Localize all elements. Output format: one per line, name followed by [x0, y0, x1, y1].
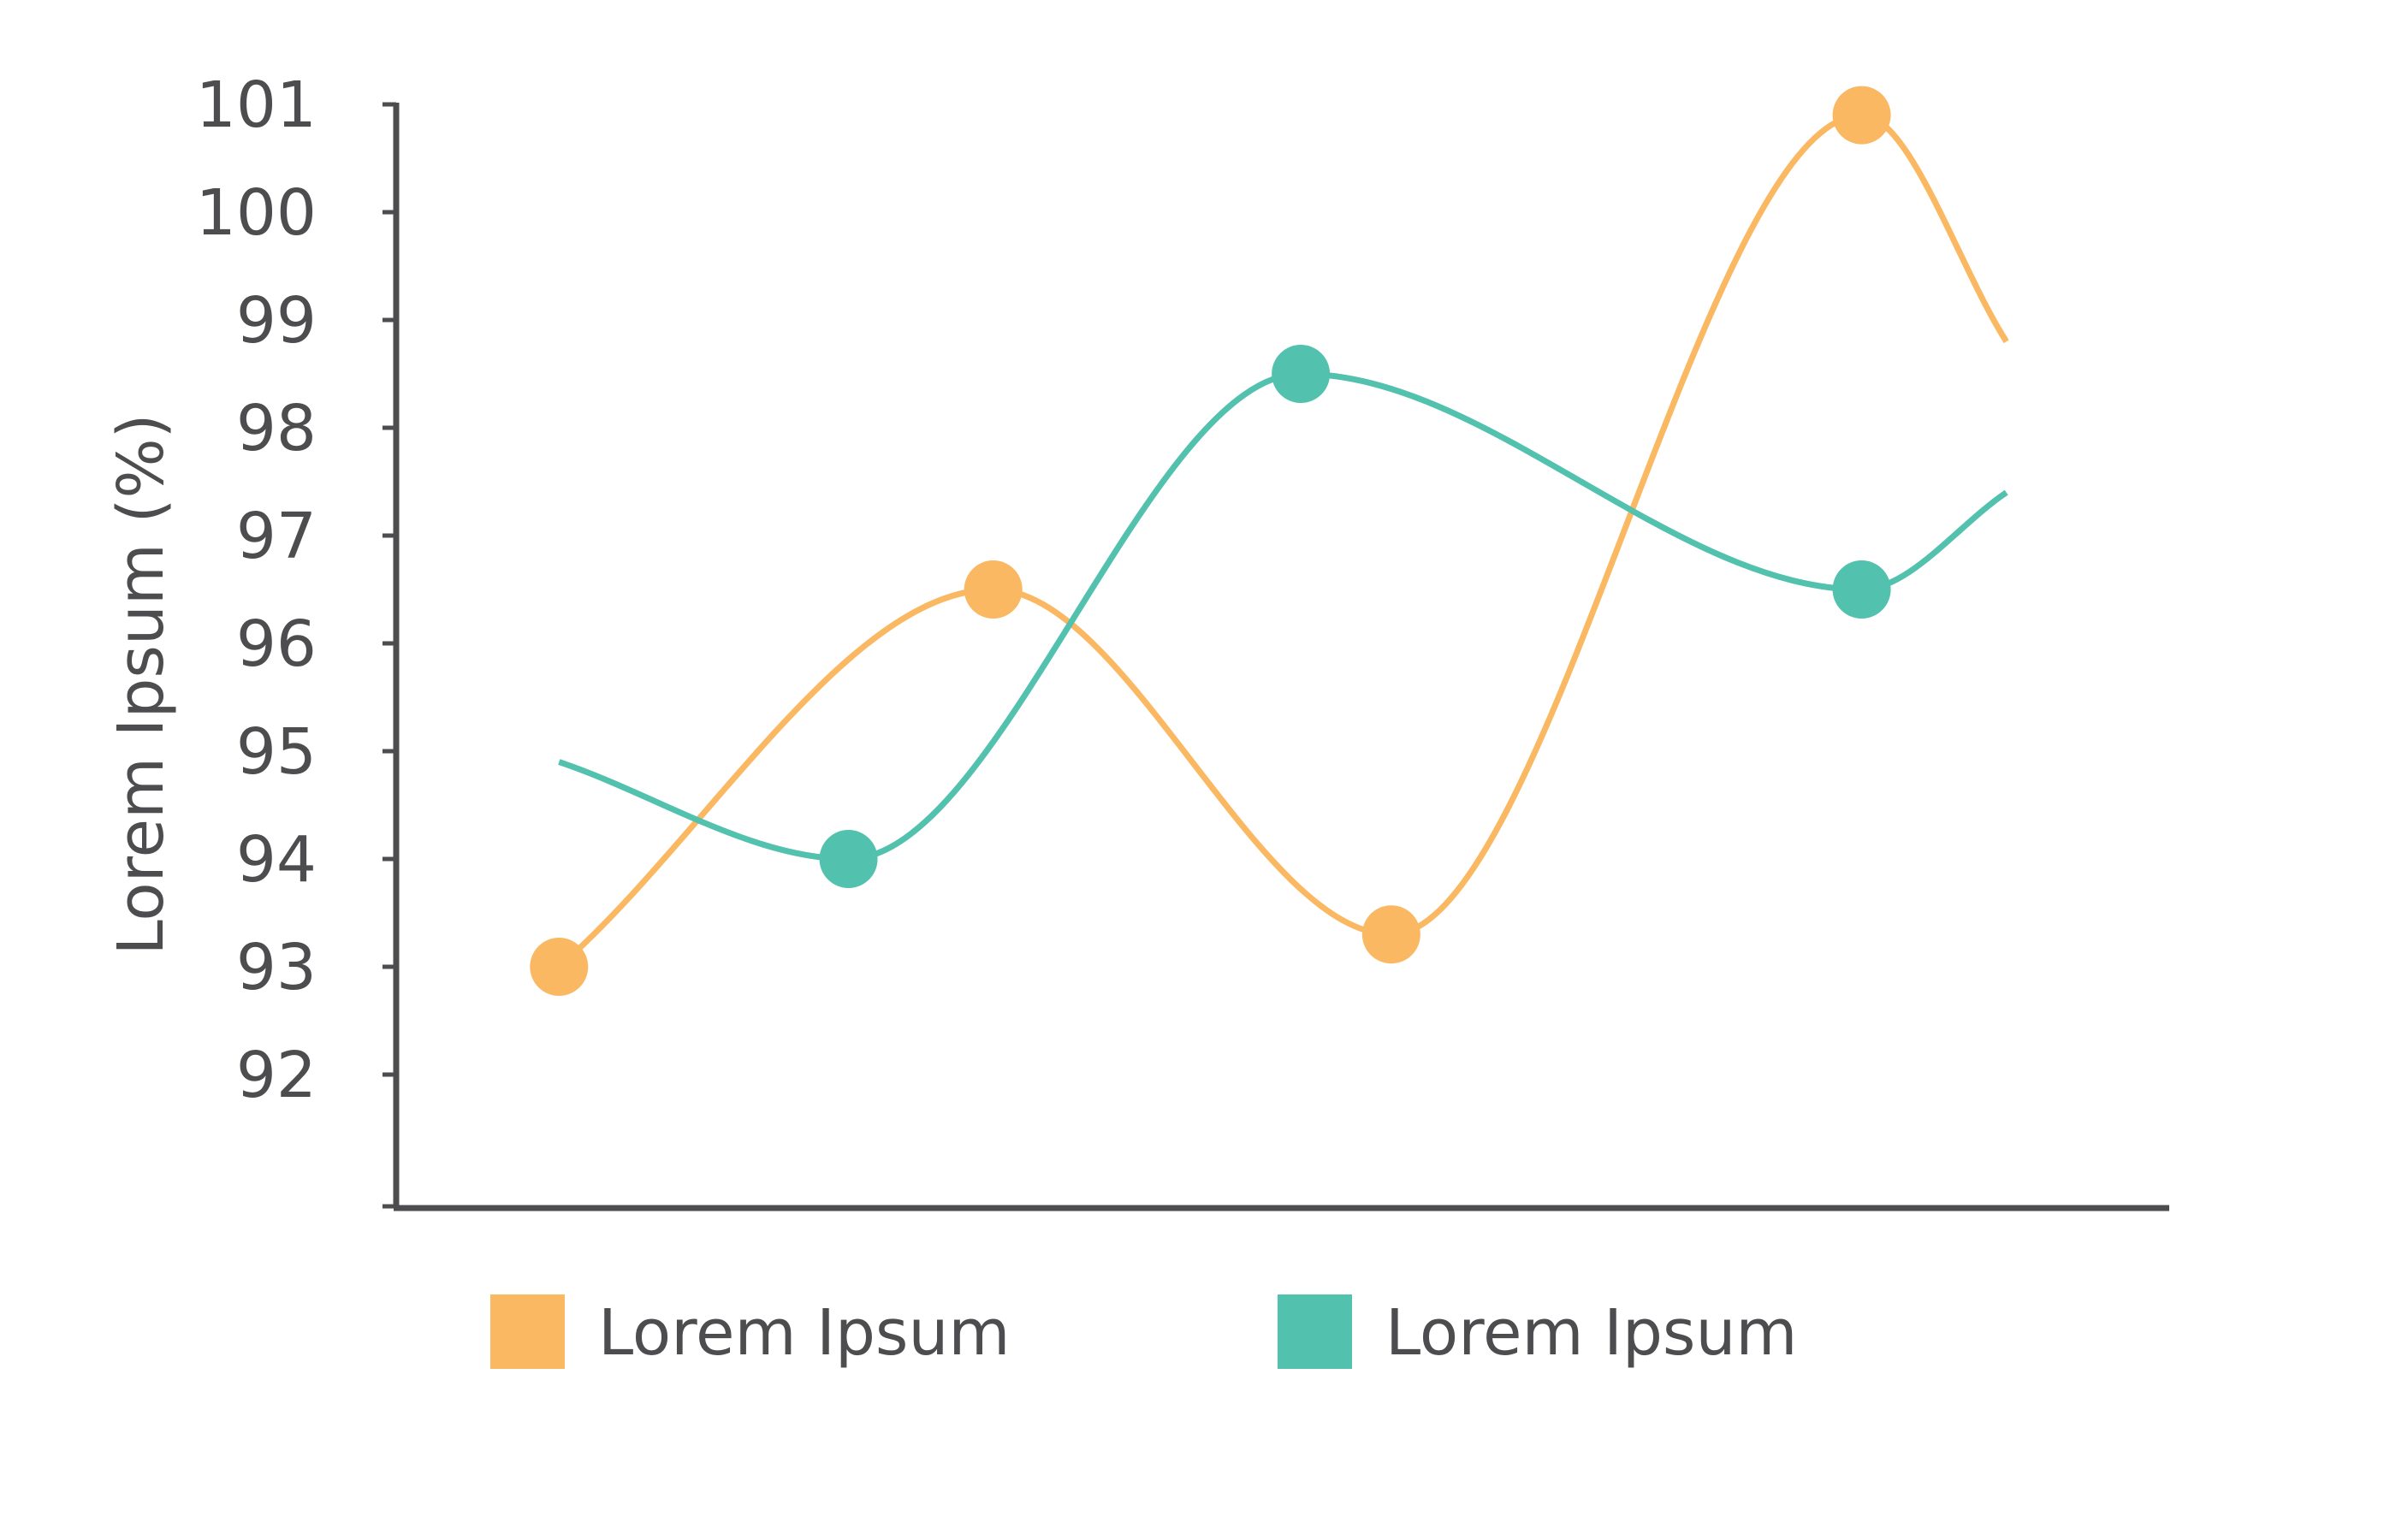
y-tick-label: 98 — [236, 392, 317, 465]
y-tick-label: 94 — [236, 823, 317, 897]
y-tick-label: 95 — [236, 715, 317, 789]
legend: Lorem Ipsum Lorem Ipsum — [490, 1294, 1797, 1370]
y-axis-tick-labels: 92 93 94 95 96 97 98 99 100 101 — [196, 68, 317, 1112]
series-1-line — [557, 112, 2009, 969]
y-tick-label: 96 — [236, 607, 317, 681]
series-2-line — [558, 370, 2008, 862]
y-tick-label: 97 — [236, 500, 317, 573]
series-layer — [530, 86, 2009, 996]
series-1-point-1 — [530, 938, 589, 996]
series-2-point-2 — [1272, 345, 1331, 403]
series-2-point-3 — [1832, 560, 1891, 619]
legend-swatch-1 — [490, 1294, 565, 1369]
y-tick-label: 101 — [196, 68, 317, 142]
y-tick-label: 92 — [236, 1039, 317, 1112]
y-tick-label: 93 — [236, 931, 317, 1004]
legend-label-1: Lorem Ipsum — [598, 1296, 1010, 1370]
series-1-point-2 — [964, 560, 1023, 619]
y-axis-title: Lorem Ipsum (%) — [104, 413, 178, 955]
series-1-point-4 — [1832, 86, 1891, 145]
y-tick-label: 100 — [196, 176, 317, 250]
legend-swatch-2 — [1278, 1294, 1352, 1369]
legend-label-2: Lorem Ipsum — [1385, 1296, 1797, 1370]
y-tick-label: 99 — [236, 284, 317, 358]
series-1-point-3 — [1361, 905, 1420, 964]
series-2-point-1 — [819, 830, 878, 888]
